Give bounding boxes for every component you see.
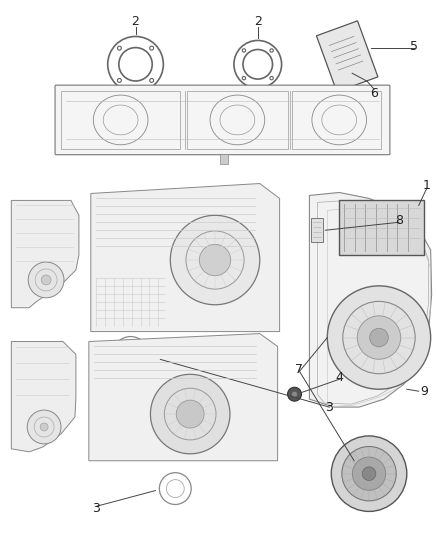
- Text: 5: 5: [410, 40, 418, 53]
- Circle shape: [170, 215, 260, 305]
- Circle shape: [242, 76, 246, 80]
- Text: 2: 2: [254, 15, 261, 28]
- Circle shape: [288, 387, 301, 401]
- Polygon shape: [11, 200, 79, 308]
- Circle shape: [28, 262, 64, 298]
- Bar: [61, 91, 180, 149]
- Text: 7: 7: [296, 363, 304, 376]
- Circle shape: [150, 78, 154, 83]
- Circle shape: [199, 245, 231, 276]
- Circle shape: [113, 336, 148, 373]
- Circle shape: [40, 423, 48, 431]
- Circle shape: [370, 328, 388, 347]
- Circle shape: [150, 374, 230, 454]
- Bar: [339, 200, 424, 255]
- Circle shape: [159, 473, 191, 504]
- Circle shape: [353, 457, 385, 490]
- Polygon shape: [316, 21, 378, 92]
- Polygon shape: [309, 192, 431, 407]
- Text: 4: 4: [336, 371, 343, 384]
- Circle shape: [27, 410, 61, 444]
- Polygon shape: [89, 334, 278, 461]
- Text: 8: 8: [395, 214, 403, 227]
- Text: 3: 3: [92, 502, 100, 515]
- Circle shape: [331, 436, 407, 512]
- Circle shape: [357, 316, 401, 359]
- Polygon shape: [11, 342, 76, 452]
- Circle shape: [362, 467, 376, 480]
- Circle shape: [242, 49, 246, 52]
- Bar: [292, 91, 381, 149]
- Text: 2: 2: [131, 15, 139, 28]
- Circle shape: [150, 46, 154, 50]
- FancyBboxPatch shape: [55, 85, 390, 155]
- Text: 6: 6: [370, 86, 378, 100]
- Text: 1: 1: [423, 179, 431, 192]
- Polygon shape: [91, 183, 279, 332]
- Circle shape: [342, 447, 396, 501]
- Circle shape: [117, 78, 121, 83]
- Circle shape: [176, 400, 204, 428]
- Bar: [220, 154, 228, 164]
- Bar: [311, 219, 323, 242]
- Text: 9: 9: [420, 385, 427, 398]
- Bar: [187, 91, 288, 149]
- Circle shape: [327, 286, 431, 389]
- Circle shape: [41, 275, 51, 285]
- Circle shape: [117, 46, 121, 50]
- Text: 3: 3: [325, 401, 333, 414]
- Circle shape: [292, 391, 297, 397]
- Circle shape: [270, 49, 273, 52]
- Circle shape: [270, 76, 273, 80]
